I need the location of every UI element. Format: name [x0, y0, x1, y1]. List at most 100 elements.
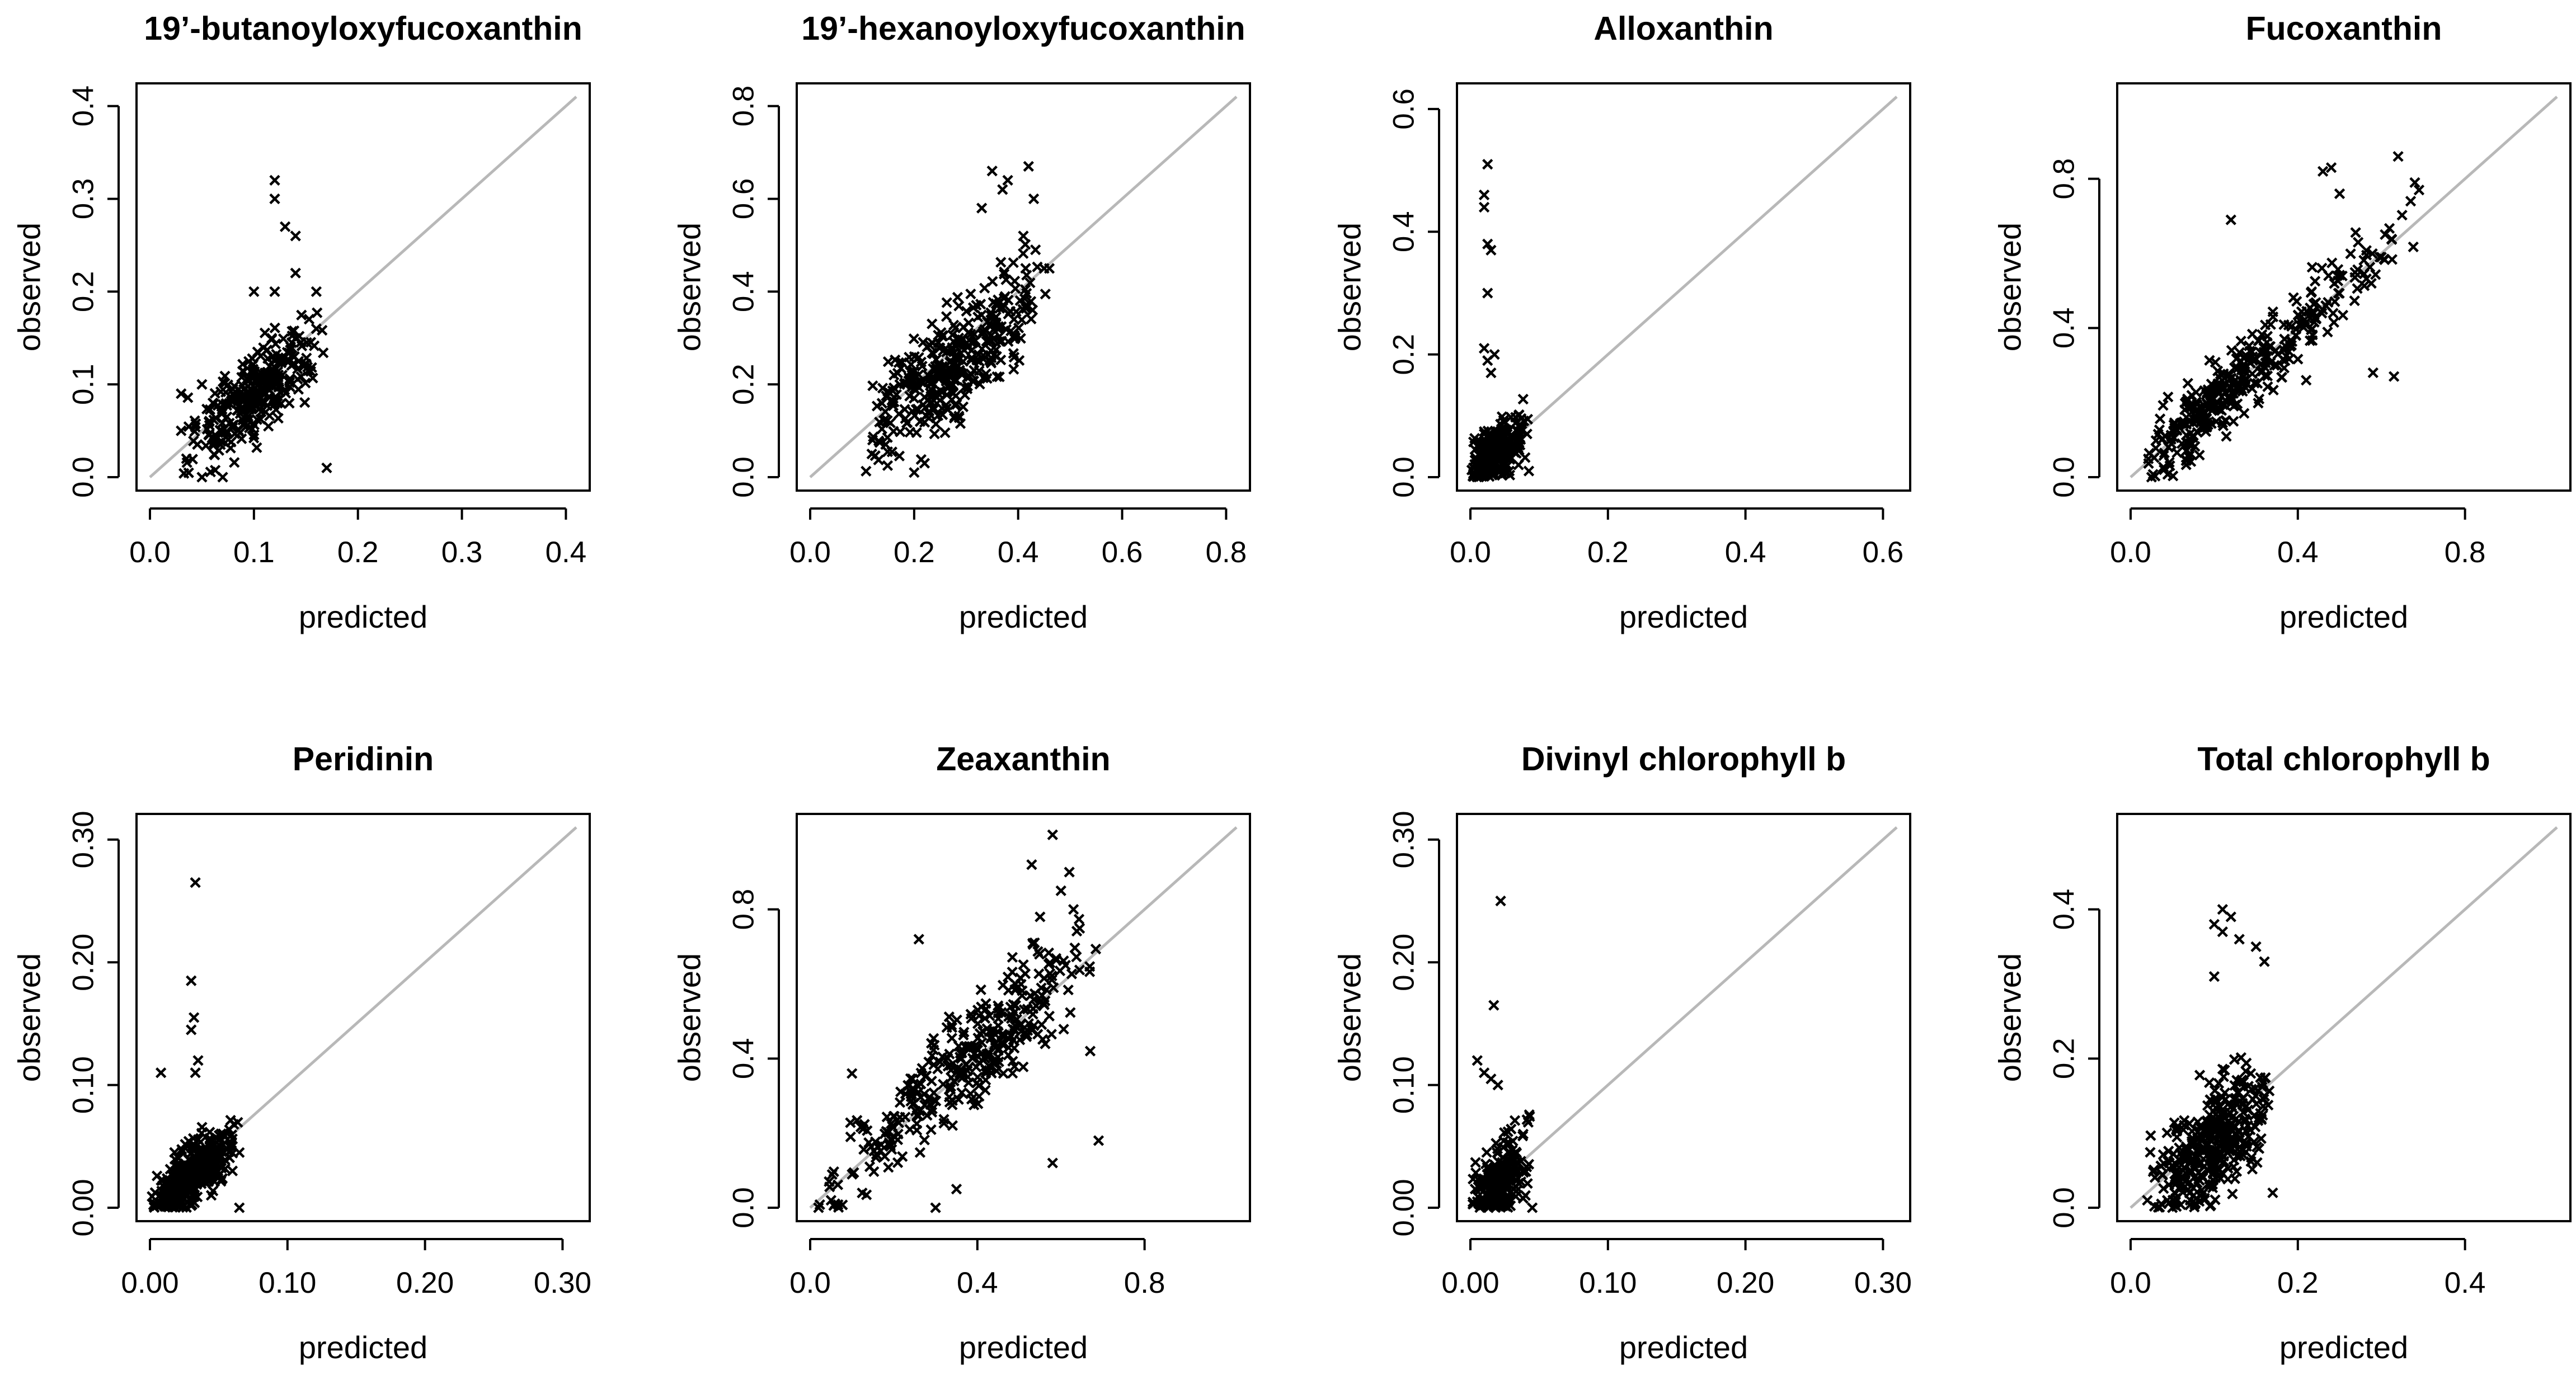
- data-point: [908, 393, 920, 404]
- data-point: [2213, 388, 2225, 399]
- data-point: [902, 417, 913, 428]
- data-point: [2278, 319, 2290, 330]
- data-point: [1507, 439, 1518, 451]
- data-point: [2317, 166, 2329, 177]
- y-axis: 0.0 0.4 0.8: [2048, 158, 2100, 498]
- data-point: [2194, 449, 2205, 461]
- data-point: [234, 1202, 245, 1213]
- data-point: [248, 286, 260, 297]
- data-point: [2172, 1169, 2183, 1180]
- data-point: [951, 399, 962, 410]
- data-point: [2208, 971, 2220, 982]
- data-point: [269, 322, 280, 333]
- data-point: [959, 1041, 971, 1052]
- data-point: [947, 1120, 958, 1131]
- y-tick-label: 0.8: [727, 889, 760, 930]
- data-point: [2328, 308, 2339, 319]
- data-point: [2156, 1198, 2167, 1209]
- data-point: [1495, 895, 1506, 907]
- data-point: [1501, 1182, 1512, 1193]
- data-point: [990, 1057, 1001, 1068]
- data-point: [976, 309, 987, 321]
- data-point: [962, 1065, 973, 1076]
- data-point: [990, 1029, 1001, 1040]
- data-point: [2196, 1134, 2207, 1146]
- x-tick-label: 0.2: [894, 536, 935, 569]
- data-point: [1488, 1194, 1499, 1206]
- data-point: [2268, 384, 2279, 396]
- data-point: [279, 221, 291, 232]
- data-point: [1043, 263, 1055, 274]
- data-point: [1478, 201, 1490, 213]
- y-tick-label: 0.0: [67, 456, 100, 498]
- data-point: [2384, 223, 2395, 234]
- data-point: [1066, 968, 1078, 980]
- data-point: [1470, 1157, 1481, 1168]
- data-point: [2190, 387, 2202, 398]
- data-point: [300, 377, 311, 389]
- data-point: [848, 1167, 859, 1178]
- data-point: [2260, 350, 2272, 362]
- data-point: [2215, 1173, 2226, 1184]
- data-point: [272, 412, 284, 424]
- data-point: [1513, 409, 1525, 420]
- data-point: [997, 980, 1009, 991]
- data-point: [928, 394, 939, 406]
- y-tick-label: 0.10: [67, 1056, 100, 1114]
- data-point: [2212, 365, 2224, 376]
- data-point: [933, 359, 944, 370]
- data-point: [2184, 1199, 2196, 1211]
- x-tick-label: 0.2: [2277, 1266, 2319, 1299]
- data-point: [880, 406, 891, 417]
- data-point: [2237, 1093, 2249, 1104]
- data-point: [901, 378, 913, 389]
- data-point: [943, 1011, 955, 1023]
- data-point: [857, 1187, 868, 1199]
- data-point: [1047, 1157, 1058, 1169]
- data-point: [2235, 335, 2246, 347]
- data-point: [2145, 1147, 2156, 1158]
- data-point: [252, 346, 263, 357]
- data-point: [170, 1181, 181, 1193]
- data-point: [991, 371, 1003, 383]
- data-point: [2226, 1100, 2237, 1112]
- data-point: [2161, 1127, 2173, 1138]
- data-point: [2251, 1157, 2263, 1168]
- data-point: [2376, 251, 2387, 263]
- data-point: [963, 317, 974, 328]
- data-point: [307, 373, 318, 384]
- data-point: [919, 1134, 930, 1146]
- data-point: [2257, 329, 2268, 340]
- x-tick-label: 0.30: [1854, 1266, 1912, 1299]
- data-point: [1513, 459, 1524, 470]
- data-point: [2247, 1094, 2259, 1105]
- panel-6: Zeaxanthin 0.0 0.4 0.8 predicted 0.0 0.4 0.8 obs…: [672, 741, 1251, 1365]
- data-point: [2301, 374, 2312, 386]
- data-point: [946, 1072, 957, 1084]
- data-point: [2239, 408, 2250, 419]
- data-point: [232, 394, 244, 405]
- data-point: [225, 436, 237, 448]
- data-point: [1507, 1153, 1519, 1165]
- data-point: [1004, 305, 1016, 317]
- data-point: [938, 1079, 949, 1090]
- data-point: [2229, 1173, 2241, 1184]
- data-point: [927, 318, 938, 329]
- data-point: [882, 460, 894, 471]
- data-point: [2251, 1141, 2263, 1152]
- data-point: [1018, 1061, 1029, 1072]
- data-point: [249, 393, 261, 405]
- data-point: [976, 203, 988, 214]
- data-point: [858, 1144, 869, 1155]
- data-point: [1493, 1198, 1505, 1209]
- data-point: [1499, 1127, 1510, 1138]
- data-point: [2309, 317, 2320, 328]
- data-point: [2163, 391, 2174, 403]
- data-point: [2316, 262, 2328, 274]
- data-point: [925, 1099, 936, 1110]
- data-point: [1014, 1034, 1026, 1046]
- data-point: [242, 401, 253, 412]
- data-point: [2329, 278, 2340, 289]
- data-point: [864, 1161, 876, 1172]
